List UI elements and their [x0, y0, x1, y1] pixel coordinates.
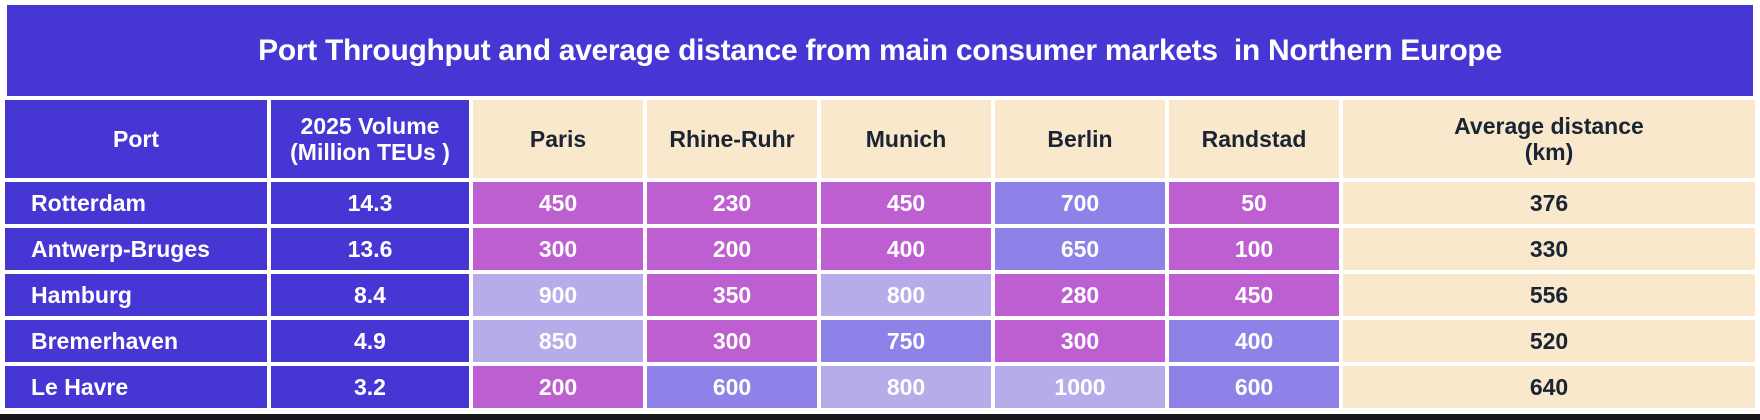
distance-cell-randstad: 450 [1169, 274, 1339, 316]
avg-distance-value: 520 [1343, 320, 1755, 362]
distance-cell-paris: 300 [473, 228, 643, 270]
distance-cell-berlin: 300 [995, 320, 1165, 362]
distance-cell-randstad: 400 [1169, 320, 1339, 362]
distance-cell-berlin: 650 [995, 228, 1165, 270]
column-header-avg-distance: Average distance (km) [1343, 100, 1755, 178]
bottom-edge-bar [0, 414, 1760, 420]
column-header-rhine-ruhr: Rhine-Ruhr [647, 100, 817, 178]
distance-cell-paris: 450 [473, 182, 643, 224]
column-header-berlin: Berlin [995, 100, 1165, 178]
avg-distance-value: 640 [1343, 366, 1755, 408]
distance-cell-paris: 900 [473, 274, 643, 316]
column-header-volume: 2025 Volume (Million TEUs ) [271, 100, 469, 178]
volume-value: 8.4 [271, 274, 469, 316]
distance-cell-berlin: 1000 [995, 366, 1165, 408]
distance-cell-berlin: 700 [995, 182, 1165, 224]
volume-value: 4.9 [271, 320, 469, 362]
port-name: Bremerhaven [5, 320, 267, 362]
distance-cell-munich: 450 [821, 182, 991, 224]
distance-cell-rhine-ruhr: 200 [647, 228, 817, 270]
column-header-munich: Munich [821, 100, 991, 178]
distance-cell-munich: 400 [821, 228, 991, 270]
volume-value: 13.6 [271, 228, 469, 270]
column-header-paris: Paris [473, 100, 643, 178]
port-name: Hamburg [5, 274, 267, 316]
distance-cell-rhine-ruhr: 350 [647, 274, 817, 316]
column-header-port: Port [5, 100, 267, 178]
distance-cell-rhine-ruhr: 230 [647, 182, 817, 224]
distance-cell-paris: 850 [473, 320, 643, 362]
distance-cell-munich: 800 [821, 274, 991, 316]
distance-cell-munich: 800 [821, 366, 991, 408]
distance-cell-randstad: 100 [1169, 228, 1339, 270]
port-name: Rotterdam [5, 182, 267, 224]
avg-distance-value: 330 [1343, 228, 1755, 270]
distance-cell-rhine-ruhr: 300 [647, 320, 817, 362]
avg-distance-value: 376 [1343, 182, 1755, 224]
column-header-randstad: Randstad [1169, 100, 1339, 178]
distance-cell-munich: 750 [821, 320, 991, 362]
distance-cell-berlin: 280 [995, 274, 1165, 316]
distance-cell-paris: 200 [473, 366, 643, 408]
data-table: Port 2025 Volume (Million TEUs ) Paris R… [5, 100, 1755, 408]
port-name: Le Havre [5, 366, 267, 408]
distance-cell-randstad: 600 [1169, 366, 1339, 408]
distance-cell-rhine-ruhr: 600 [647, 366, 817, 408]
volume-value: 14.3 [271, 182, 469, 224]
title-bar: Port Throughput and average distance fro… [7, 5, 1753, 96]
page-title: Port Throughput and average distance fro… [258, 33, 1502, 67]
port-name: Antwerp-Bruges [5, 228, 267, 270]
distance-cell-randstad: 50 [1169, 182, 1339, 224]
volume-value: 3.2 [271, 366, 469, 408]
avg-distance-value: 556 [1343, 274, 1755, 316]
